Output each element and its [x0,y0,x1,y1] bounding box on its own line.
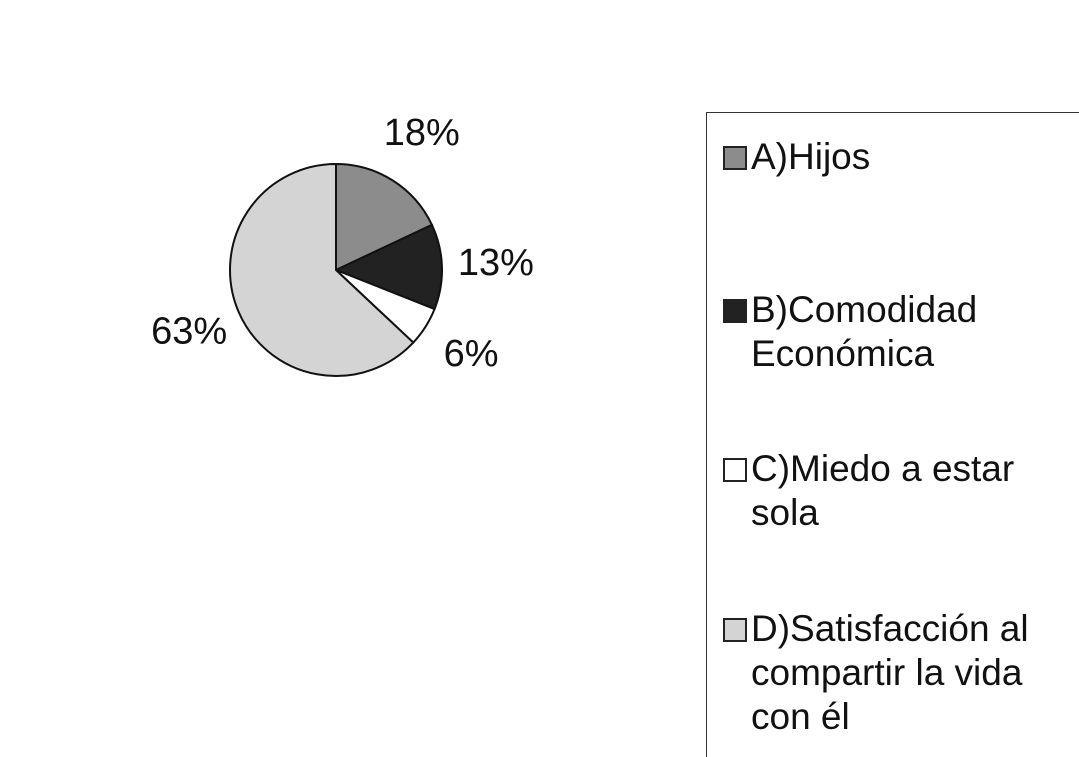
legend-swatch [723,299,747,323]
legend-label: D)Satisfacción al compartir la vida con … [751,608,1029,737]
legend-item: D)Satisfacción al compartir la vida con … [723,607,1063,739]
legend-item: B)Comodidad Económica [723,288,1063,376]
legend-swatch [723,458,747,482]
pie-slice [333,223,443,311]
legend-label: A)Hijos [751,136,871,177]
legend-item: C)Miedo a estar sola [723,447,1063,535]
data-label: 13% [458,242,534,284]
legend-label: B)Comodidad Económica [751,289,978,374]
legend-label: C)Miedo a estar sola [751,448,1015,533]
pie-slice [229,162,415,377]
legend: A)Hijos B)Comodidad Económica C)Miedo a es… [706,112,1079,757]
data-label: 63% [151,311,227,353]
legend-swatch [723,146,747,170]
legend-item: A)Hijos [723,135,1063,179]
data-label: 18% [384,112,460,154]
pie-slice [335,162,434,272]
legend-swatch [723,618,747,642]
data-label: 6% [444,333,499,375]
